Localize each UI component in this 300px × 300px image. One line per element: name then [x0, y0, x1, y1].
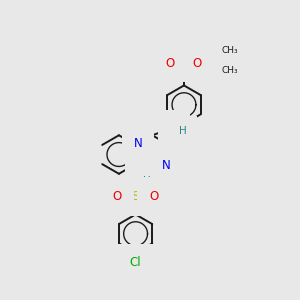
Text: Cl: Cl: [130, 256, 141, 268]
Text: N: N: [134, 137, 143, 150]
Text: H: H: [143, 176, 151, 186]
Text: H: H: [178, 126, 186, 136]
Text: O: O: [113, 190, 122, 203]
Text: S: S: [131, 190, 140, 203]
Text: O: O: [193, 57, 202, 70]
Text: N: N: [169, 122, 178, 135]
Text: O: O: [149, 190, 158, 203]
Text: N: N: [137, 171, 146, 184]
Text: CH₃: CH₃: [222, 65, 238, 74]
Text: N: N: [162, 159, 171, 172]
Text: CH₃: CH₃: [222, 46, 238, 55]
Text: O: O: [166, 57, 175, 70]
